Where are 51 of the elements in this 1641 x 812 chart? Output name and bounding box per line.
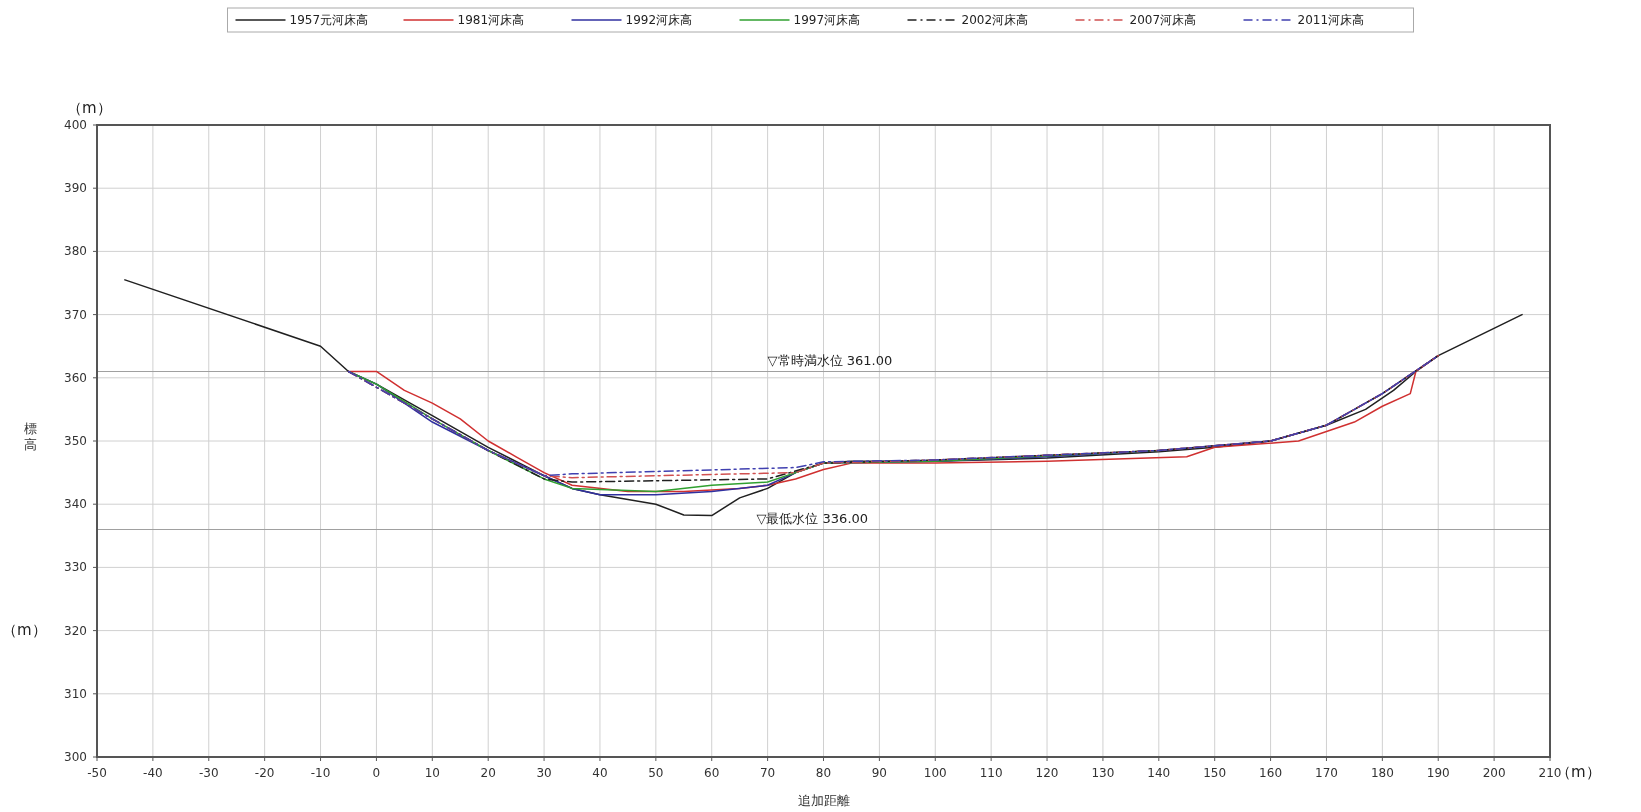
x-tick-label: 50 <box>648 766 664 780</box>
x-tick-label: -20 <box>254 766 275 780</box>
x-tick-label: 180 <box>1370 766 1394 780</box>
text: （m） <box>2 620 47 639</box>
x-tick-label: -50 <box>87 766 107 780</box>
x-tick-label: 40 <box>592 766 608 780</box>
y-tick-label: 390 <box>64 181 87 196</box>
x-tick-label: 150 <box>1203 766 1227 780</box>
y-tick-label: 360 <box>64 370 87 385</box>
x-tick-label: 200 <box>1482 766 1506 780</box>
x-axis-title: 追加距離 <box>797 793 850 808</box>
x-tick-label: 140 <box>1147 766 1171 780</box>
x-tick-label: 160 <box>1259 766 1283 780</box>
x-tick-label: 210 <box>1538 766 1562 780</box>
x-tick-label: 20 <box>480 766 496 780</box>
x-tick-label: 190 <box>1426 766 1450 780</box>
y-tick-label: 320 <box>64 623 87 638</box>
x-tick-label: 110 <box>979 766 1003 780</box>
x-tick-label: -10 <box>310 766 331 780</box>
y-tick-label: 340 <box>64 497 87 512</box>
legend-label: 2011河床高 <box>1297 13 1365 27</box>
text: （m） <box>67 99 112 117</box>
y-tick-label: 300 <box>64 750 87 764</box>
x-tick-label: 120 <box>1035 766 1059 780</box>
x-tick-label: 130 <box>1091 766 1115 780</box>
y-axis-title: 標高 <box>23 421 37 452</box>
x-tick-label: 80 <box>815 766 832 780</box>
y-tick-label: 330 <box>64 560 87 575</box>
x-tick-label: 100 <box>923 766 947 780</box>
y-tick-label: 400 <box>64 118 87 132</box>
legend-label: 2007河床高 <box>1129 13 1197 27</box>
x-tick-label: 70 <box>759 766 776 780</box>
y-tick-label: 380 <box>64 244 87 259</box>
legend-label: 1981河床高 <box>457 13 525 27</box>
x-tick-label: 30 <box>536 766 552 780</box>
y-tick-label: 350 <box>64 434 87 448</box>
x-tick-label: 90 <box>871 766 888 780</box>
x-tick-label: 60 <box>704 766 720 780</box>
annotation: ▽最低水位 336.00 <box>756 511 869 527</box>
x-tick-label: 0 <box>372 766 381 780</box>
y-tick-label: 370 <box>64 307 87 322</box>
x-tick-label: 170 <box>1315 766 1338 780</box>
x-tick-label: -40 <box>143 766 163 780</box>
x-tick-label: -30 <box>198 766 219 780</box>
legend-label: 1997河床高 <box>793 13 861 27</box>
legend-label: 1957元河床高 <box>289 13 369 27</box>
x-tick-label: 10 <box>424 766 440 780</box>
y-tick-label: 310 <box>64 686 87 701</box>
legend-label: 2002河床高 <box>961 13 1029 27</box>
annotation: ▽常時満水位 361.00 <box>767 353 893 369</box>
legend-label: 1992河床高 <box>625 13 693 27</box>
